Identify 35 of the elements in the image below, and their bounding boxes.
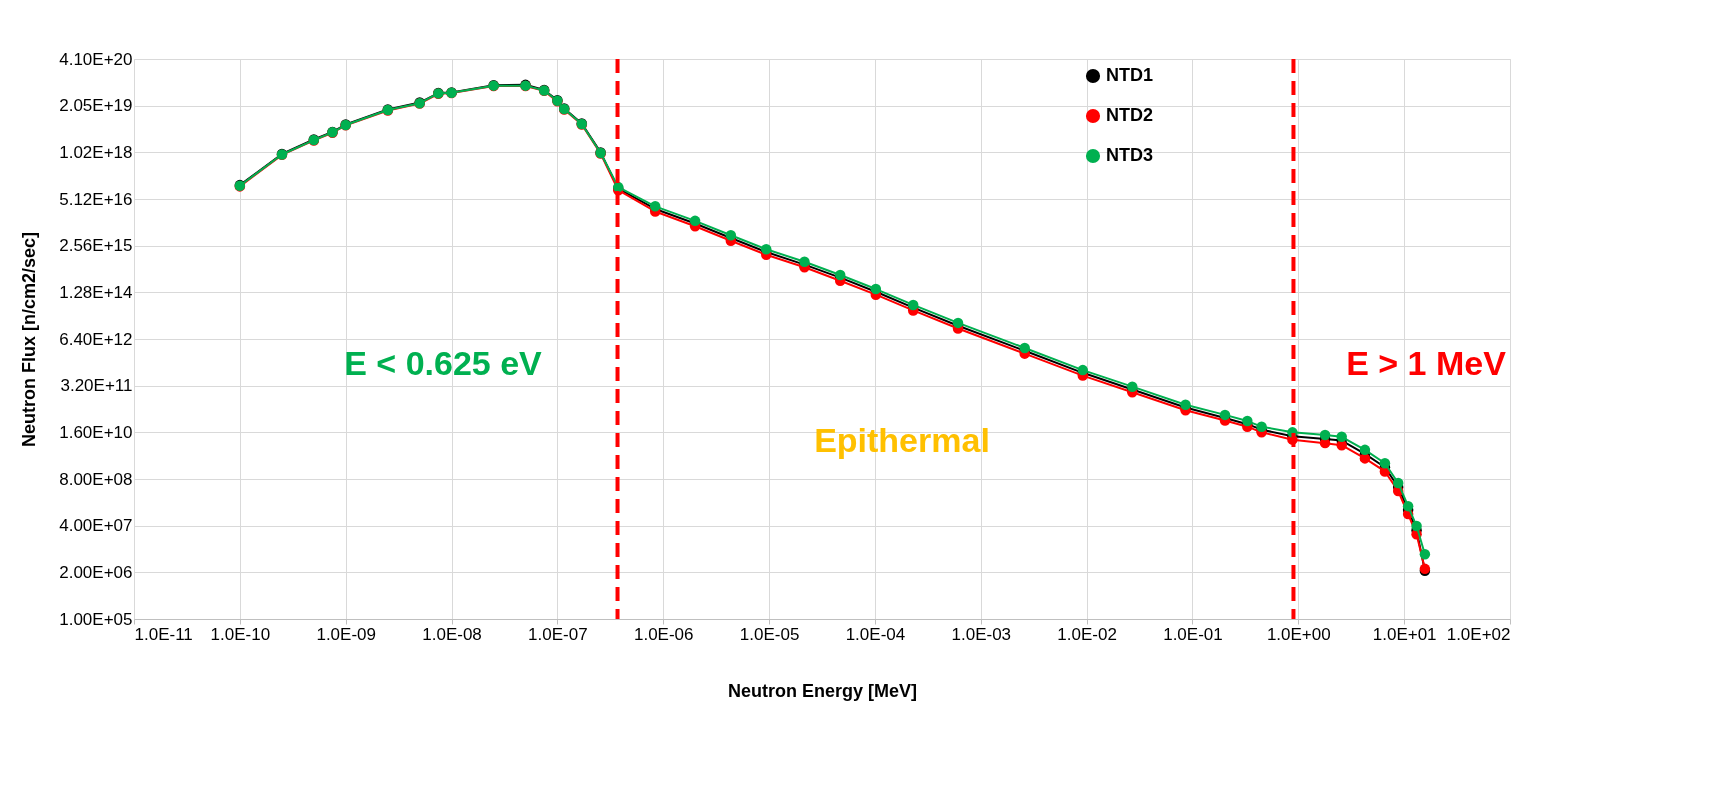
x-tick-label: 1.0E+01 [1372, 624, 1437, 644]
x-tick-label: 1.0E-09 [316, 624, 376, 644]
x-tick-label: 1.0E-04 [845, 624, 906, 644]
legend-label: NTD2 [1106, 105, 1154, 125]
x-tick-label: 1.0E-03 [951, 624, 1012, 644]
x-tick-label: 1.0E-06 [633, 624, 694, 644]
x-tick-label: 1.0E-08 [422, 624, 482, 644]
y-tick-label: 2.00E+06 [59, 562, 133, 582]
x-tick-label: 1.0E-05 [739, 624, 800, 644]
annotation: E > 1 MeV [1346, 344, 1507, 382]
y-tick-label: 8.00E+08 [59, 469, 133, 489]
x-axis-title: Neutron Energy [MeV] [727, 680, 918, 701]
y-tick-label: 2.56E+15 [59, 236, 133, 256]
y-tick-label: 2.05E+19 [59, 96, 133, 116]
y-tick-label: 5.12E+16 [59, 189, 133, 209]
y-tick-label: 4.00E+07 [59, 516, 133, 536]
x-tick-label: 1.0E-02 [1057, 624, 1117, 644]
y-tick-label: 1.02E+18 [59, 142, 133, 162]
x-tick-label: 1.0E-01 [1163, 624, 1223, 644]
legend-label: NTD1 [1106, 65, 1154, 85]
legend-label: NTD3 [1106, 145, 1154, 165]
y-tick-label: 1.28E+14 [59, 282, 133, 302]
annotation: E < 0.625 eV [344, 344, 543, 382]
y-tick-label: 1.00E+05 [59, 609, 133, 629]
x-tick-label: 1.0E-07 [528, 624, 588, 644]
y-tick-label: 1.60E+10 [59, 422, 133, 442]
y-tick-label: 3.20E+11 [60, 376, 133, 396]
y-axis-title: Neutron Flux [n/cm2/sec] [19, 231, 40, 448]
y-tick-label: 6.40E+12 [59, 329, 133, 349]
x-tick-label: 1.0E-11 [134, 624, 193, 644]
y-tick-label: 4.10E+20 [59, 49, 133, 69]
annotation: Epithermal [814, 421, 990, 459]
x-tick-label: 1.0E-10 [210, 624, 271, 644]
x-tick-label: 1.0E+00 [1266, 624, 1331, 644]
x-tick-label: 1.0E+02 [1446, 624, 1511, 644]
